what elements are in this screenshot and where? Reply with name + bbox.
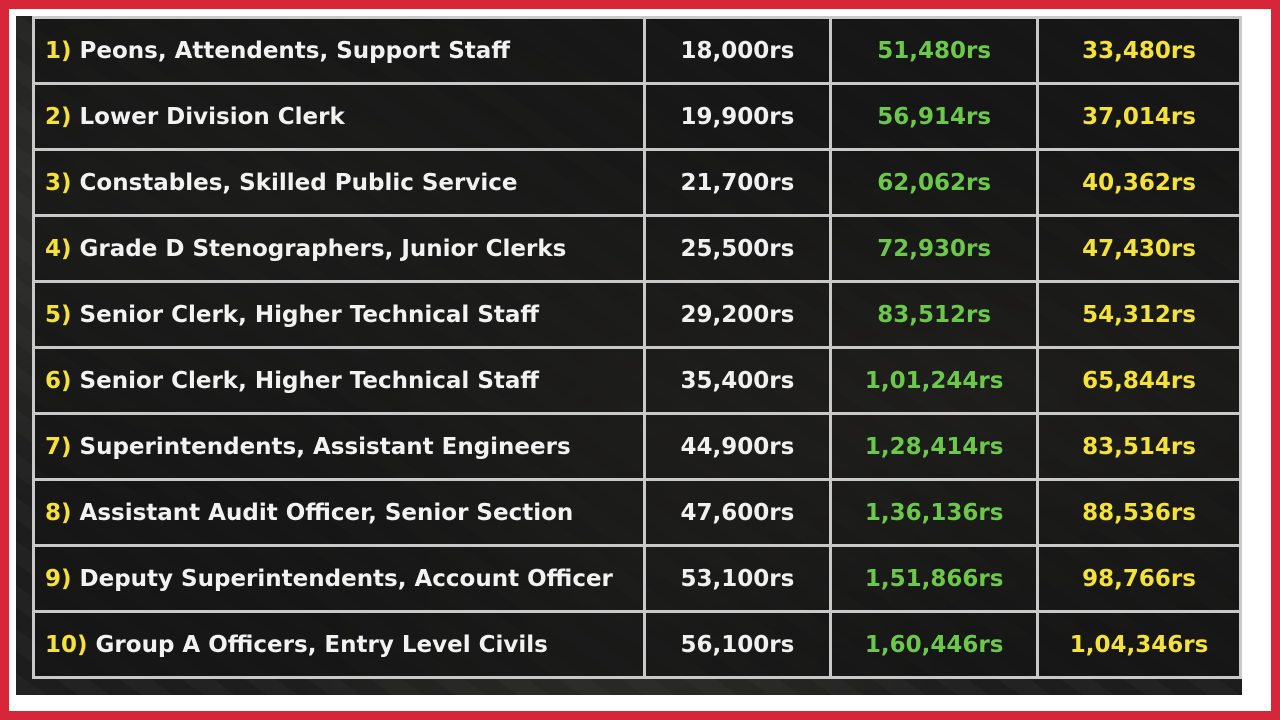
row-number: 9) bbox=[45, 565, 72, 592]
post-name: Peons, Attendents, Support Staff bbox=[79, 37, 510, 64]
basic-pay-cell: 18,000rs bbox=[642, 16, 833, 85]
increase-cell: 65,844rs bbox=[1036, 346, 1242, 415]
basic-pay-cell: 44,900rs bbox=[642, 412, 833, 481]
table-row: 5) Senior Clerk, Higher Technical Staff 2… bbox=[32, 280, 1242, 349]
basic-pay-cell: 29,200rs bbox=[642, 280, 833, 349]
post-cell: 10) Group A Officers, Entry Level Civils bbox=[32, 610, 646, 679]
basic-pay-cell: 19,900rs bbox=[642, 82, 833, 151]
table-row: 10) Group A Officers, Entry Level Civils… bbox=[32, 610, 1242, 679]
increase-cell: 37,014rs bbox=[1036, 82, 1242, 151]
table-row: 2) Lower Division Clerk 19,900rs 56,914rs 3… bbox=[32, 82, 1242, 151]
increase-cell: 88,536rs bbox=[1036, 478, 1242, 547]
post-name: Constables, Skilled Public Service bbox=[79, 169, 518, 196]
increase-cell: 1,04,346rs bbox=[1036, 610, 1242, 679]
salary-table-body: 1) Peons, Attendents, Support Staff 18,00… bbox=[32, 16, 1242, 679]
post-cell: 3) Constables, Skilled Public Service bbox=[32, 148, 646, 217]
row-number: 10) bbox=[45, 631, 88, 658]
revised-pay-cell: 83,512rs bbox=[829, 280, 1040, 349]
increase-cell: 98,766rs bbox=[1036, 544, 1242, 613]
increase-cell: 83,514rs bbox=[1036, 412, 1242, 481]
row-number: 3) bbox=[45, 169, 72, 196]
increase-cell: 54,312rs bbox=[1036, 280, 1242, 349]
basic-pay-cell: 53,100rs bbox=[642, 544, 833, 613]
salary-table-panel: 1) Peons, Attendents, Support Staff 18,00… bbox=[16, 16, 1242, 695]
table-row: 8) Assistant Audit Officer, Senior Secti… bbox=[32, 478, 1242, 547]
revised-pay-cell: 1,28,414rs bbox=[829, 412, 1040, 481]
revised-pay-cell: 1,01,244rs bbox=[829, 346, 1040, 415]
table-row: 9) Deputy Superintendents, Account Offic… bbox=[32, 544, 1242, 613]
table-row: 1) Peons, Attendents, Support Staff 18,00… bbox=[32, 16, 1242, 85]
row-number: 2) bbox=[45, 103, 72, 130]
basic-pay-cell: 47,600rs bbox=[642, 478, 833, 547]
revised-pay-cell: 1,36,136rs bbox=[829, 478, 1040, 547]
row-number: 7) bbox=[45, 433, 72, 460]
post-cell: 1) Peons, Attendents, Support Staff bbox=[32, 16, 646, 85]
post-name: Grade D Stenographers, Junior Clerks bbox=[79, 235, 567, 262]
post-cell: 8) Assistant Audit Officer, Senior Secti… bbox=[32, 478, 646, 547]
post-cell: 4) Grade D Stenographers, Junior Clerks bbox=[32, 214, 646, 283]
revised-pay-cell: 62,062rs bbox=[829, 148, 1040, 217]
row-number: 4) bbox=[45, 235, 72, 262]
post-name: Assistant Audit Officer, Senior Section bbox=[79, 499, 574, 526]
post-name: Senior Clerk, Higher Technical Staff bbox=[79, 301, 540, 328]
revised-pay-cell: 56,914rs bbox=[829, 82, 1040, 151]
post-cell: 9) Deputy Superintendents, Account Offic… bbox=[32, 544, 646, 613]
post-cell: 7) Superintendents, Assistant Engineers bbox=[32, 412, 646, 481]
basic-pay-cell: 35,400rs bbox=[642, 346, 833, 415]
row-number: 8) bbox=[45, 499, 72, 526]
table-row: 3) Constables, Skilled Public Service 21,… bbox=[32, 148, 1242, 217]
basic-pay-cell: 25,500rs bbox=[642, 214, 833, 283]
table-row: 7) Superintendents, Assistant Engineers 4… bbox=[32, 412, 1242, 481]
post-name: Deputy Superintendents, Account Officer bbox=[79, 565, 613, 592]
increase-cell: 33,480rs bbox=[1036, 16, 1242, 85]
post-name: Group A Officers, Entry Level Civils bbox=[95, 631, 548, 658]
basic-pay-cell: 56,100rs bbox=[642, 610, 833, 679]
revised-pay-cell: 72,930rs bbox=[829, 214, 1040, 283]
post-name: Lower Division Clerk bbox=[79, 103, 345, 130]
post-name: Superintendents, Assistant Engineers bbox=[79, 433, 571, 460]
post-name: Senior Clerk, Higher Technical Staff bbox=[79, 367, 540, 394]
row-number: 5) bbox=[45, 301, 72, 328]
post-cell: 6) Senior Clerk, Higher Technical Staff bbox=[32, 346, 646, 415]
row-number: 1) bbox=[45, 37, 72, 64]
basic-pay-cell: 21,700rs bbox=[642, 148, 833, 217]
post-cell: 2) Lower Division Clerk bbox=[32, 82, 646, 151]
revised-pay-cell: 1,60,446rs bbox=[829, 610, 1040, 679]
revised-pay-cell: 51,480rs bbox=[829, 16, 1040, 85]
salary-table: 1) Peons, Attendents, Support Staff 18,00… bbox=[32, 16, 1242, 679]
revised-pay-cell: 1,51,866rs bbox=[829, 544, 1040, 613]
table-row: 6) Senior Clerk, Higher Technical Staff 3… bbox=[32, 346, 1242, 415]
post-cell: 5) Senior Clerk, Higher Technical Staff bbox=[32, 280, 646, 349]
increase-cell: 47,430rs bbox=[1036, 214, 1242, 283]
table-row: 4) Grade D Stenographers, Junior Clerks 2… bbox=[32, 214, 1242, 283]
row-number: 6) bbox=[45, 367, 72, 394]
increase-cell: 40,362rs bbox=[1036, 148, 1242, 217]
